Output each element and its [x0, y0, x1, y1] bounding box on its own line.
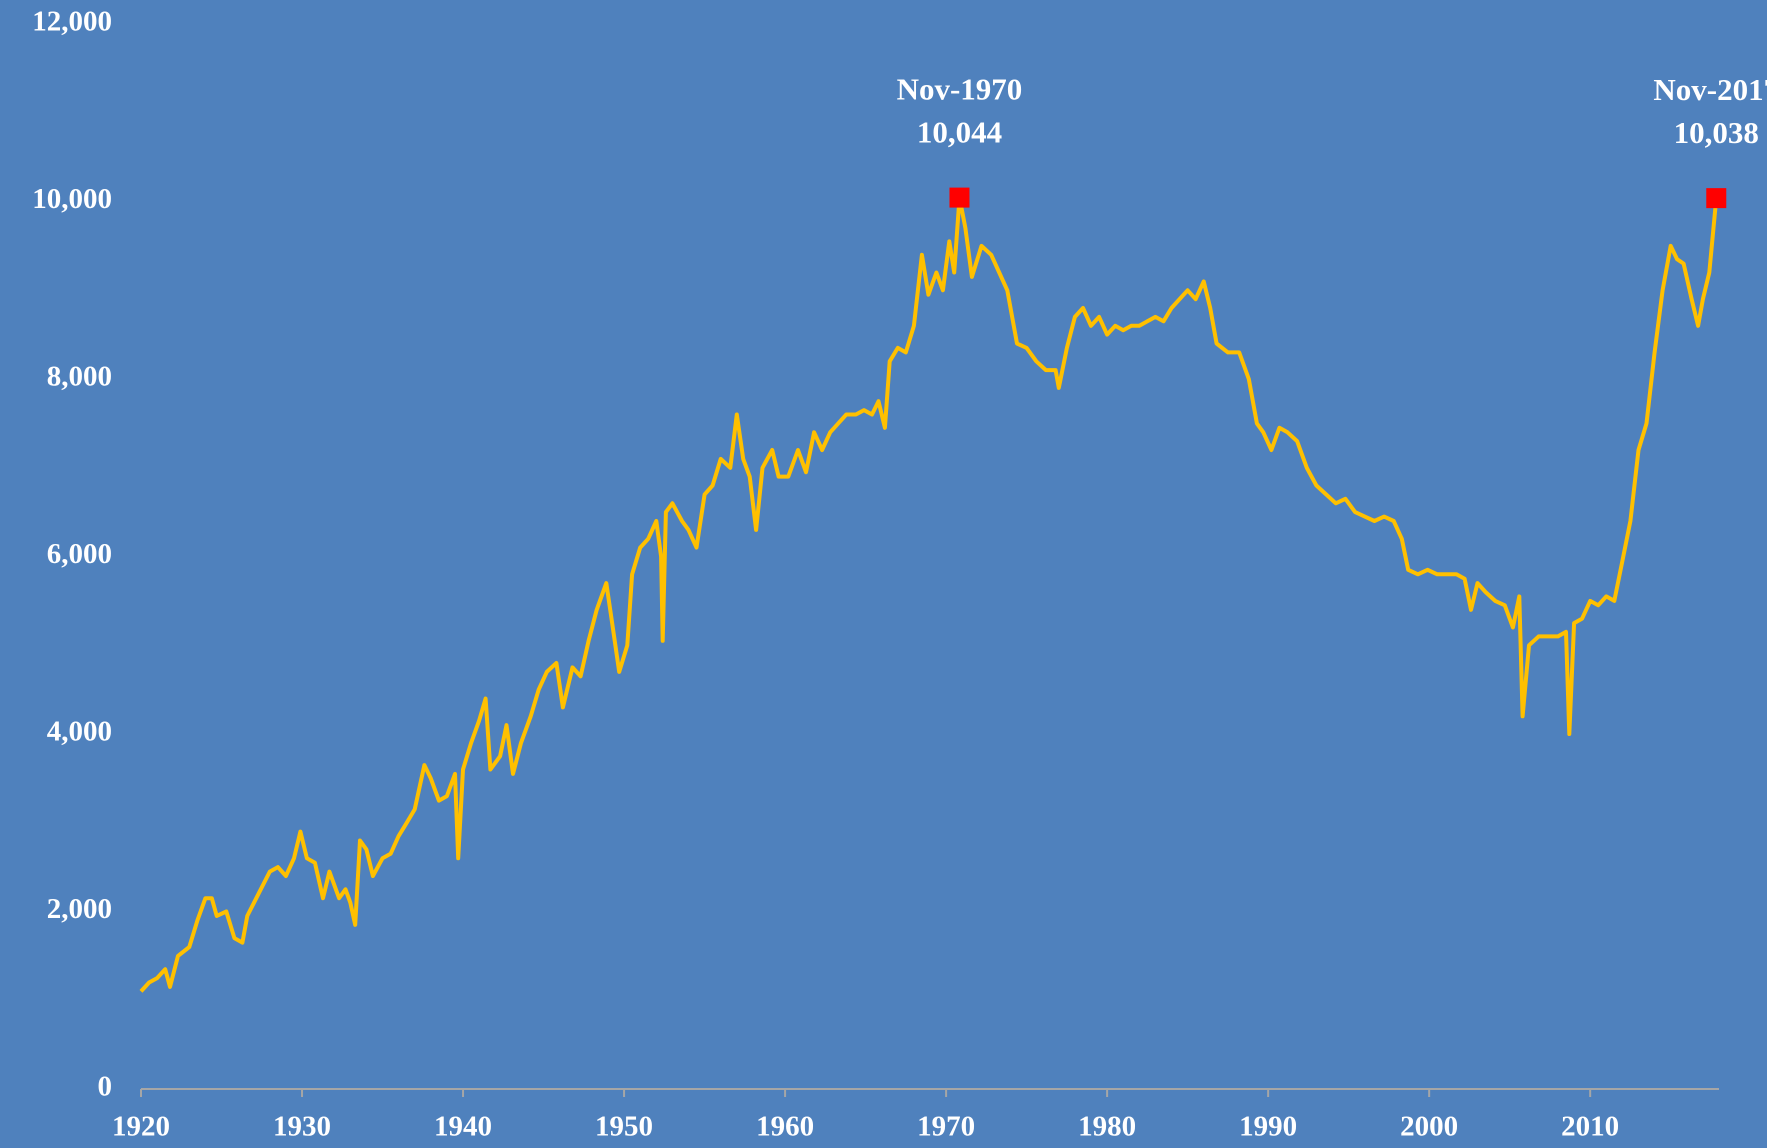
x-tick-label: 1970	[917, 1111, 975, 1143]
y-tick-label: 12,000	[32, 6, 112, 38]
x-tick-label: 1950	[595, 1111, 653, 1143]
annotation-value: 10,044	[917, 115, 1002, 150]
peak-marker	[1706, 188, 1727, 209]
annotation-date: Nov-2017	[1653, 72, 1767, 107]
x-tick-label: 1930	[273, 1111, 331, 1143]
x-tick-label: 2010	[1561, 1111, 1619, 1143]
y-tick-label: 0	[98, 1071, 113, 1103]
x-tick-label: 1920	[112, 1111, 170, 1143]
y-tick-label: 4,000	[47, 716, 112, 748]
data-line	[139, 195, 1719, 993]
y-tick-label: 10,000	[32, 183, 112, 215]
annotation-value: 10,038	[1674, 115, 1759, 150]
y-tick-label: 6,000	[47, 538, 112, 570]
x-tick-label: 1980	[1078, 1111, 1136, 1143]
y-tick-label: 8,000	[47, 361, 112, 393]
x-tick-label: 1940	[434, 1111, 492, 1143]
x-tick-label: 1990	[1239, 1111, 1297, 1143]
x-tick-label: 1960	[756, 1111, 814, 1143]
y-tick-label: 2,000	[47, 893, 112, 925]
x-tick-label: 2000	[1400, 1111, 1458, 1143]
annotation-date: Nov-1970	[897, 72, 1023, 107]
peak-marker	[949, 187, 970, 208]
